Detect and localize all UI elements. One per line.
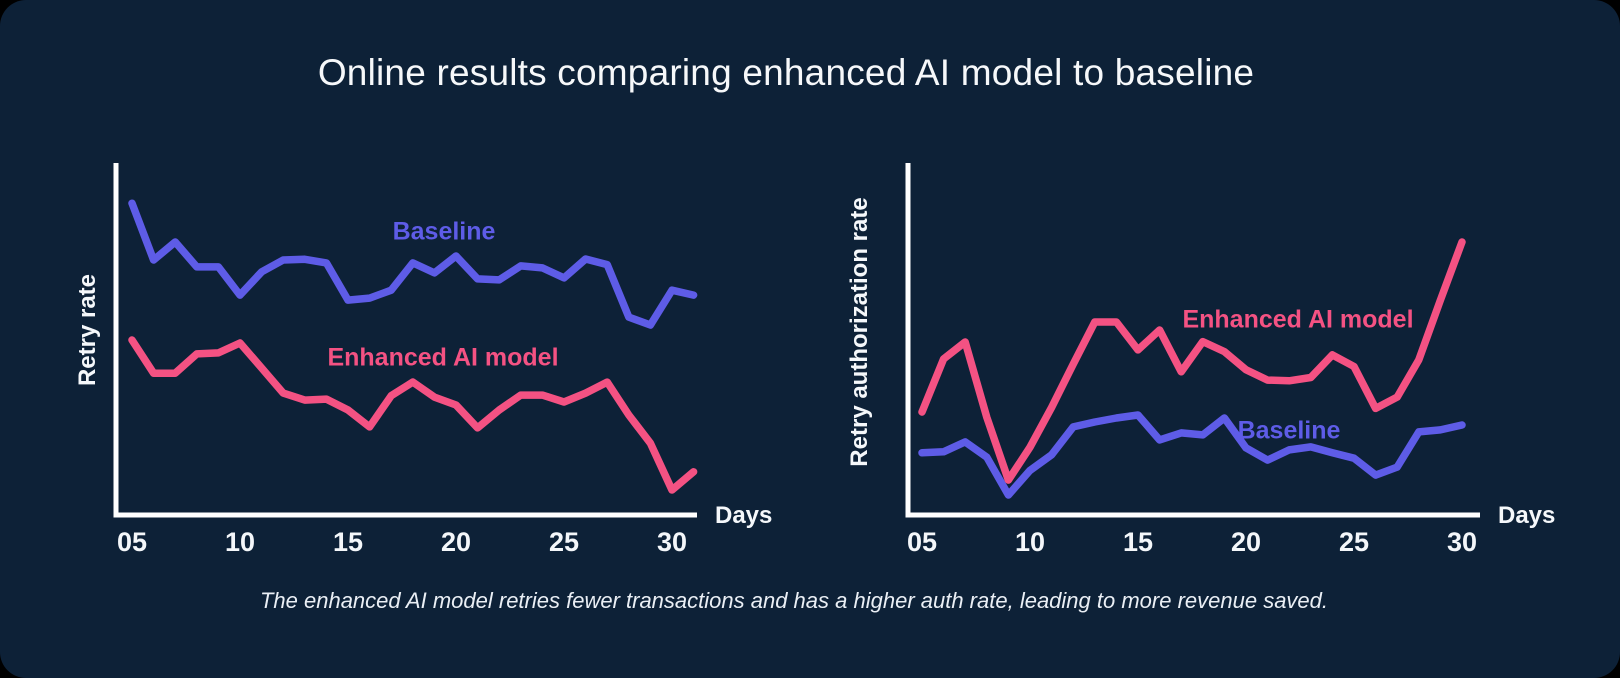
left-chart-axes (113, 163, 697, 518)
right-baseline-line (918, 411, 1466, 499)
right-chart-axes (905, 163, 1480, 518)
left-x-tick-05: 05 (116, 527, 148, 557)
right-x-tick-10: 10 (1014, 527, 1046, 557)
right-x-tick-30: 30 (1446, 527, 1478, 557)
right-baseline-series-label: Baseline (1237, 416, 1341, 445)
right-x-tick-20: 20 (1230, 527, 1262, 557)
right-x-tick-15: 15 (1122, 527, 1154, 557)
caption: The enhanced AI model retries fewer tran… (259, 588, 1329, 613)
left-baseline-series-label: Baseline (392, 217, 496, 246)
left-x-axis-label: Days (715, 502, 773, 529)
chart-title: Online results comparing enhanced AI mod… (317, 52, 1255, 93)
left-enhanced-series-label: Enhanced AI model (327, 343, 559, 372)
right-y-axis-label: Retry authorization rate (846, 197, 873, 467)
left-x-tick-30: 30 (656, 527, 688, 557)
left-y-axis-label: Retry rate (74, 273, 101, 387)
right-x-tick-05: 05 (906, 527, 938, 557)
right-x-tick-25: 25 (1338, 527, 1370, 557)
left-x-tick-10: 10 (224, 527, 256, 557)
left-baseline-line (128, 199, 698, 329)
right-enhanced-ai-model-line (918, 238, 1466, 484)
left-x-tick-15: 15 (332, 527, 364, 557)
left-x-tick-20: 20 (440, 527, 472, 557)
right-x-axis-label: Days (1498, 502, 1556, 529)
left-x-tick-25: 25 (548, 527, 580, 557)
right-enhanced-series-label: Enhanced AI model (1182, 305, 1414, 334)
left-enhanced-ai-model-line (128, 336, 698, 494)
